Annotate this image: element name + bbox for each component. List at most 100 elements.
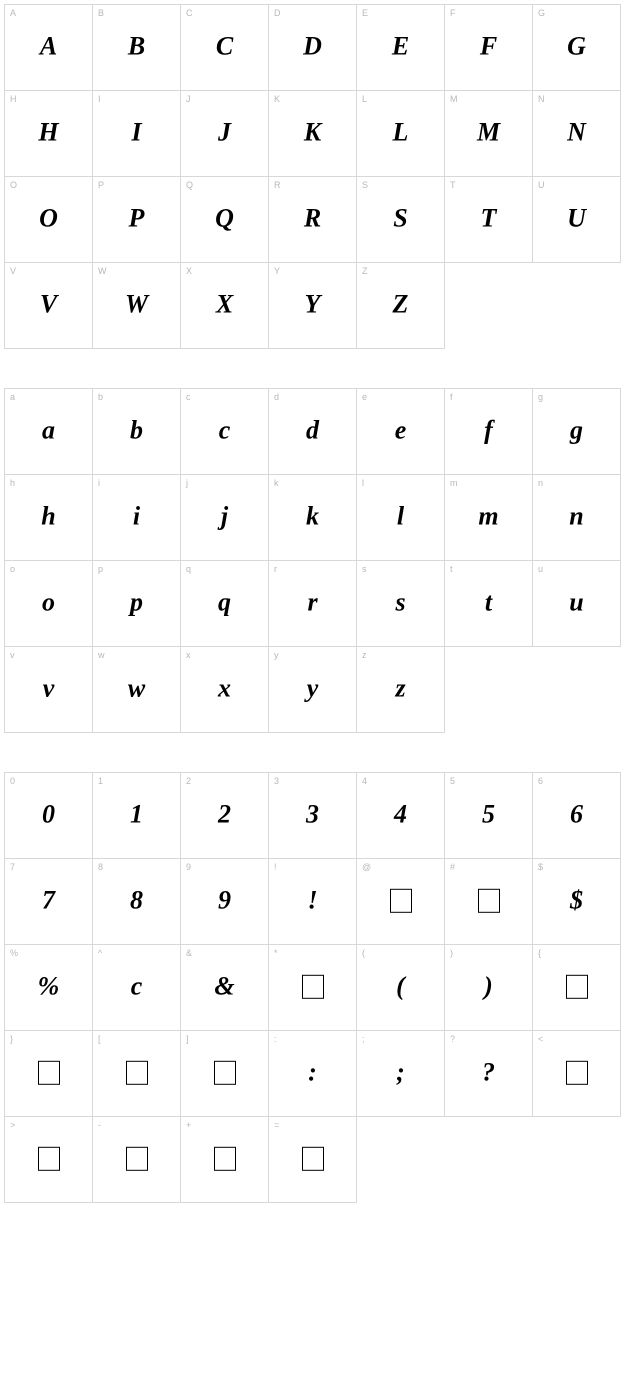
glyph-cell[interactable]: dd <box>268 388 357 475</box>
glyph-cell[interactable]: @ <box>356 858 445 945</box>
glyph-cell[interactable]: AA <box>4 4 93 91</box>
glyph-cell[interactable]: ii <box>92 474 181 561</box>
glyph-cell[interactable]: LL <box>356 90 445 177</box>
glyph-label: @ <box>362 862 371 872</box>
glyph-cell[interactable]: aa <box>4 388 93 475</box>
glyph-label: p <box>98 564 103 574</box>
glyph-cell[interactable]: tt <box>444 560 533 647</box>
glyph-cell[interactable]: 22 <box>180 772 269 859</box>
glyph-cell[interactable]: 99 <box>180 858 269 945</box>
glyph-cell[interactable]: OO <box>4 176 93 263</box>
glyph-label: * <box>274 948 278 958</box>
glyph-cell[interactable]: 55 <box>444 772 533 859</box>
glyph-cell[interactable]: mm <box>444 474 533 561</box>
glyph-cell[interactable]: RR <box>268 176 357 263</box>
glyph-cell[interactable]: nn <box>532 474 621 561</box>
glyph-cell[interactable]: [ <box>92 1030 181 1117</box>
glyph-display: D <box>303 31 322 61</box>
glyph-cell[interactable]: cc <box>180 388 269 475</box>
glyph-cell[interactable]: FF <box>444 4 533 91</box>
glyph-cell[interactable]: - <box>92 1116 181 1203</box>
glyph-cell[interactable]: + <box>180 1116 269 1203</box>
glyph-cell[interactable]: bb <box>92 388 181 475</box>
glyph-cell[interactable]: )) <box>444 944 533 1031</box>
glyph-cell[interactable]: HH <box>4 90 93 177</box>
glyph-cell[interactable]: !! <box>268 858 357 945</box>
glyph-cell[interactable]: VV <box>4 262 93 349</box>
glyph-cell[interactable]: BB <box>92 4 181 91</box>
glyph-cell[interactable]: CC <box>180 4 269 91</box>
glyph-cell[interactable]: NN <box>532 90 621 177</box>
glyph-cell[interactable]: ^c <box>92 944 181 1031</box>
glyph-label: F <box>450 8 456 18</box>
glyph-cell[interactable]: kk <box>268 474 357 561</box>
glyph-cell[interactable]: SS <box>356 176 445 263</box>
glyph-cell[interactable]: ll <box>356 474 445 561</box>
glyph-cell[interactable]: yy <box>268 646 357 733</box>
glyph-cell[interactable]: TT <box>444 176 533 263</box>
glyph-cell[interactable]: zz <box>356 646 445 733</box>
glyph-cell[interactable]: 77 <box>4 858 93 945</box>
glyph-cell[interactable]: MM <box>444 90 533 177</box>
glyph-cell[interactable]: 33 <box>268 772 357 859</box>
glyph-cell[interactable]: ww <box>92 646 181 733</box>
glyph-label: n <box>538 478 543 488</box>
glyph-cell[interactable]: { <box>532 944 621 1031</box>
glyph-cell[interactable]: } <box>4 1030 93 1117</box>
glyph-cell[interactable]: ff <box>444 388 533 475</box>
glyph-cell[interactable]: qq <box>180 560 269 647</box>
glyph-cell[interactable]: EE <box>356 4 445 91</box>
glyph-cell[interactable]: > <box>4 1116 93 1203</box>
glyph-cell[interactable]: GG <box>532 4 621 91</box>
glyph-cell[interactable]: 44 <box>356 772 445 859</box>
glyph-cell[interactable]: YY <box>268 262 357 349</box>
glyph-cell[interactable]: 88 <box>92 858 181 945</box>
glyph-cell[interactable]: WW <box>92 262 181 349</box>
glyph-cell[interactable]: 00 <box>4 772 93 859</box>
glyph-cell[interactable]: DD <box>268 4 357 91</box>
glyph-cell[interactable]: && <box>180 944 269 1031</box>
glyph-cell[interactable]: * <box>268 944 357 1031</box>
glyph-cell[interactable]: %% <box>4 944 93 1031</box>
glyph-cell[interactable]: 11 <box>92 772 181 859</box>
glyph-cell[interactable]: pp <box>92 560 181 647</box>
glyph-cell[interactable]: vv <box>4 646 93 733</box>
glyph-cell[interactable]: ee <box>356 388 445 475</box>
glyph-cell[interactable]: KK <box>268 90 357 177</box>
glyph-cell[interactable]: hh <box>4 474 93 561</box>
glyph-label: k <box>274 478 279 488</box>
glyph-display: z <box>395 673 405 703</box>
glyph-cell[interactable]: :: <box>268 1030 357 1117</box>
glyph-cell[interactable]: ;; <box>356 1030 445 1117</box>
glyph-cell[interactable]: JJ <box>180 90 269 177</box>
glyph-cell[interactable]: ?? <box>444 1030 533 1117</box>
glyph-cell[interactable]: uu <box>532 560 621 647</box>
glyph-display: G <box>567 31 586 61</box>
glyph-cell[interactable]: (( <box>356 944 445 1031</box>
glyph-cell[interactable]: QQ <box>180 176 269 263</box>
glyph-label: A <box>10 8 16 18</box>
glyph-cell[interactable]: gg <box>532 388 621 475</box>
glyph-display: % <box>38 971 60 1001</box>
glyph-cell[interactable]: jj <box>180 474 269 561</box>
glyph-cell[interactable]: 66 <box>532 772 621 859</box>
glyph-cell[interactable]: PP <box>92 176 181 263</box>
glyph-cell[interactable]: < <box>532 1030 621 1117</box>
missing-glyph-icon <box>302 974 324 998</box>
glyph-cell[interactable]: = <box>268 1116 357 1203</box>
glyph-cell[interactable]: ZZ <box>356 262 445 349</box>
glyph-cell[interactable]: II <box>92 90 181 177</box>
glyph-row: ooppqqrrssttuu <box>4 560 636 646</box>
glyph-cell[interactable]: xx <box>180 646 269 733</box>
glyph-display: H <box>38 117 58 147</box>
glyph-display: ) <box>484 971 493 1001</box>
glyph-cell[interactable]: ] <box>180 1030 269 1117</box>
glyph-cell[interactable]: ss <box>356 560 445 647</box>
glyph-cell[interactable]: # <box>444 858 533 945</box>
glyph-cell[interactable]: $$ <box>532 858 621 945</box>
glyph-cell[interactable]: UU <box>532 176 621 263</box>
glyph-cell[interactable]: XX <box>180 262 269 349</box>
glyph-cell[interactable]: oo <box>4 560 93 647</box>
glyph-cell[interactable]: rr <box>268 560 357 647</box>
glyph-row: HHIIJJKKLLMMNN <box>4 90 636 176</box>
